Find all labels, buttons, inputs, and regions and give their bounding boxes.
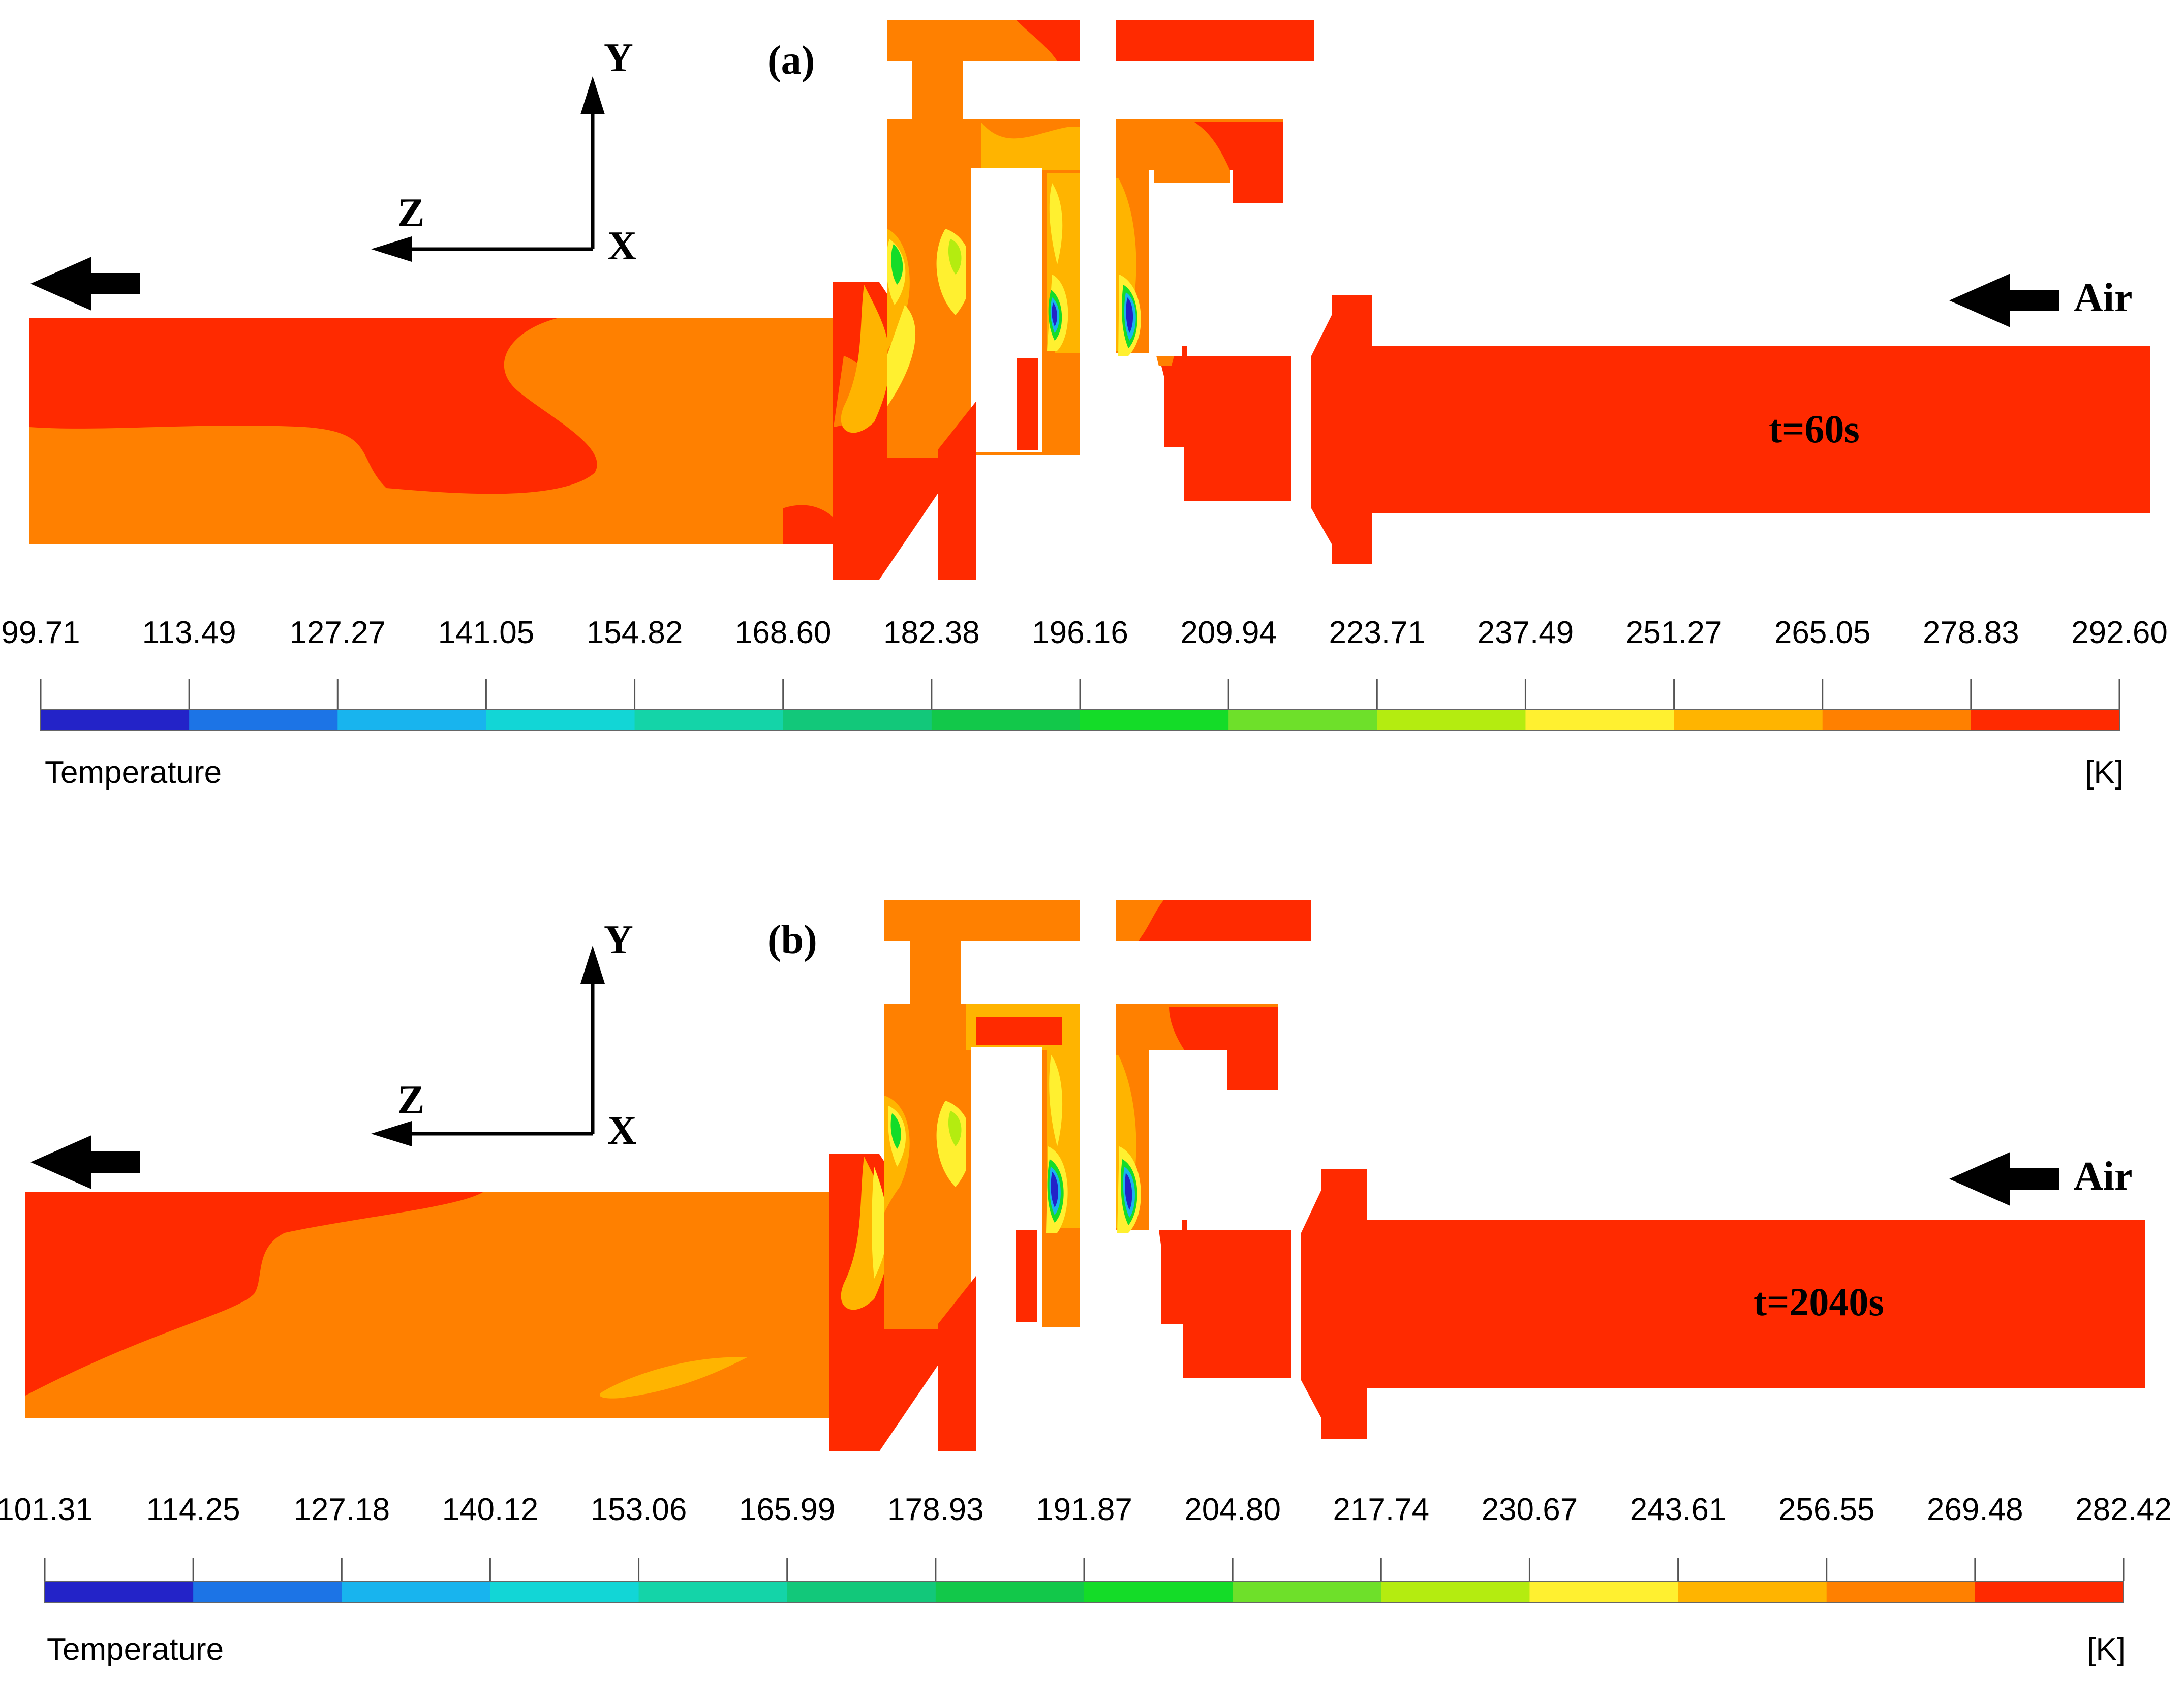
axis-x-label: X: [607, 1108, 637, 1153]
legend-tick-label: 141.05: [438, 615, 535, 650]
outlet-arrow-icon: [30, 257, 140, 311]
legend-color-segment: [1975, 1581, 2124, 1602]
legend-tick-label: 256.55: [1778, 1492, 1875, 1527]
inlet-arrow-icon: [1949, 1152, 2059, 1206]
legend-tick-label: 101.31: [0, 1492, 93, 1527]
valve-gaps: [829, 895, 1380, 1167]
legend-title: Temperature: [47, 1632, 224, 1667]
legend-tick-label: 140.12: [442, 1492, 539, 1527]
legend-color-segment: [931, 709, 1081, 731]
legend-tick-label: 265.05: [1774, 615, 1871, 650]
legend-tick-label: 114.25: [146, 1492, 240, 1527]
legend-tick-label: 178.93: [887, 1492, 984, 1527]
axis-y-label: Y: [604, 36, 633, 80]
legend-tick-label: 251.27: [1626, 615, 1722, 650]
legend-color-segment: [490, 1581, 639, 1602]
panel-label: (a): [767, 38, 815, 83]
legend-color-segment: [1525, 709, 1675, 731]
legend-color-segment: [1080, 709, 1229, 731]
legend-tick-label: 127.18: [293, 1492, 390, 1527]
legend-tick-label: 217.74: [1333, 1492, 1429, 1527]
legend-tick-label: 282.42: [2075, 1492, 2172, 1527]
inlet-label: Air: [2074, 276, 2133, 320]
legend-color-segment: [342, 1581, 490, 1602]
inlet-pipe: [1372, 346, 2150, 513]
outlet-pipe: [29, 318, 843, 544]
legend-color-segment: [634, 709, 784, 731]
legend-color-segment: [41, 709, 190, 731]
legend-tick-label: 196.16: [1032, 615, 1128, 650]
legend-tick-label: 154.82: [587, 615, 683, 650]
legend-color-segment: [1377, 709, 1526, 731]
legend-tick-label: 127.27: [289, 615, 386, 650]
legend: 99.71 113.49 127.27 141.05 154.82 168.60 182.3…: [1, 615, 2167, 790]
outlet-arrow-icon: [30, 1135, 140, 1189]
legend-color-segment: [1678, 1581, 1827, 1602]
legend-unit: [K]: [2087, 1632, 2126, 1667]
inlet-label: Air: [2074, 1154, 2133, 1199]
time-label: t=60s: [1769, 407, 1860, 451]
legend-tick-label: 153.06: [591, 1492, 687, 1527]
inlet-arrow-icon: [1949, 274, 2059, 327]
valve-body: [833, 20, 1372, 580]
outlet-pipe: [25, 1192, 844, 1418]
legend-tick-label: 165.99: [739, 1492, 836, 1527]
axis-z-label: Z: [397, 191, 424, 235]
legend-color-segment: [193, 1581, 342, 1602]
legend-color-segment: [337, 709, 486, 731]
legend-tick-label: 278.83: [1923, 615, 2019, 650]
legend-color-segment: [1674, 709, 1823, 731]
legend-tick-label: 223.71: [1329, 615, 1425, 650]
legend-tick-label: 168.60: [735, 615, 832, 650]
legend-frame: [40, 709, 2120, 731]
panel-a: Y Z X (a) Air: [1, 15, 2168, 790]
axis-z-label: Z: [397, 1078, 424, 1123]
panel-b: Y Z X (b) Air: [0, 895, 2172, 1667]
legend-unit: [K]: [2085, 755, 2124, 790]
axis-triad: [371, 946, 605, 1146]
legend-color-segment: [1826, 1581, 1976, 1602]
legend-tick-label: 182.38: [883, 615, 980, 650]
legend-tick-label: 99.71: [1, 615, 80, 650]
legend-tick-label: 113.49: [142, 615, 236, 650]
legend-color-segment: [1971, 709, 2120, 731]
legend-tick-label: 230.67: [1482, 1492, 1578, 1527]
legend-color-segment: [638, 1581, 788, 1602]
inlet-pipe: [1367, 1220, 2145, 1388]
axis-triad: [371, 76, 605, 262]
legend-title: Temperature: [45, 755, 222, 790]
legend-color-segment: [1084, 1581, 1233, 1602]
valve-body: [829, 900, 1367, 1451]
time-label: t=2040s: [1754, 1280, 1884, 1324]
legend-color-segment: [935, 1581, 1085, 1602]
legend-color-segment: [783, 709, 932, 731]
legend-tick-labels: 99.71 113.49 127.27 141.05 154.82 168.60 182.3…: [1, 615, 2168, 709]
legend-tick-label: 204.80: [1184, 1492, 1281, 1527]
valve-gaps: [834, 15, 1385, 290]
legend-color-segment: [486, 709, 635, 731]
legend-tick-label: 243.61: [1630, 1492, 1727, 1527]
legend-frame: [44, 1581, 2124, 1603]
legend-color-segment: [1233, 1581, 1381, 1602]
legend-color-segment: [787, 1581, 936, 1602]
legend-tick-label: 209.94: [1180, 615, 1277, 650]
legend-tick-label: 237.49: [1478, 615, 1574, 650]
panel-label: (b): [767, 918, 817, 962]
legend-tick-label: 292.60: [2071, 615, 2168, 650]
legend-color-segment: [189, 709, 338, 731]
axis-y-label: Y: [604, 918, 633, 962]
legend-color-bar: [40, 709, 2120, 731]
legend: 101.31 114.25 127.18 140.12 153.06 165.99 178.…: [0, 1492, 2172, 1667]
legend-tick-labels: 101.31 114.25 127.18 140.12 153.06 165.99 178.…: [0, 1492, 2172, 1581]
legend-color-segment: [1381, 1581, 1530, 1602]
legend-color-segment: [45, 1581, 194, 1602]
legend-color-segment: [1529, 1581, 1679, 1602]
legend-tick-label: 269.48: [1927, 1492, 2023, 1527]
legend-color-segment: [1822, 709, 1972, 731]
axis-x-label: X: [607, 224, 637, 268]
legend-tick-label: 191.87: [1036, 1492, 1132, 1527]
legend-color-segment: [1228, 709, 1377, 731]
legend-color-bar: [44, 1581, 2124, 1603]
